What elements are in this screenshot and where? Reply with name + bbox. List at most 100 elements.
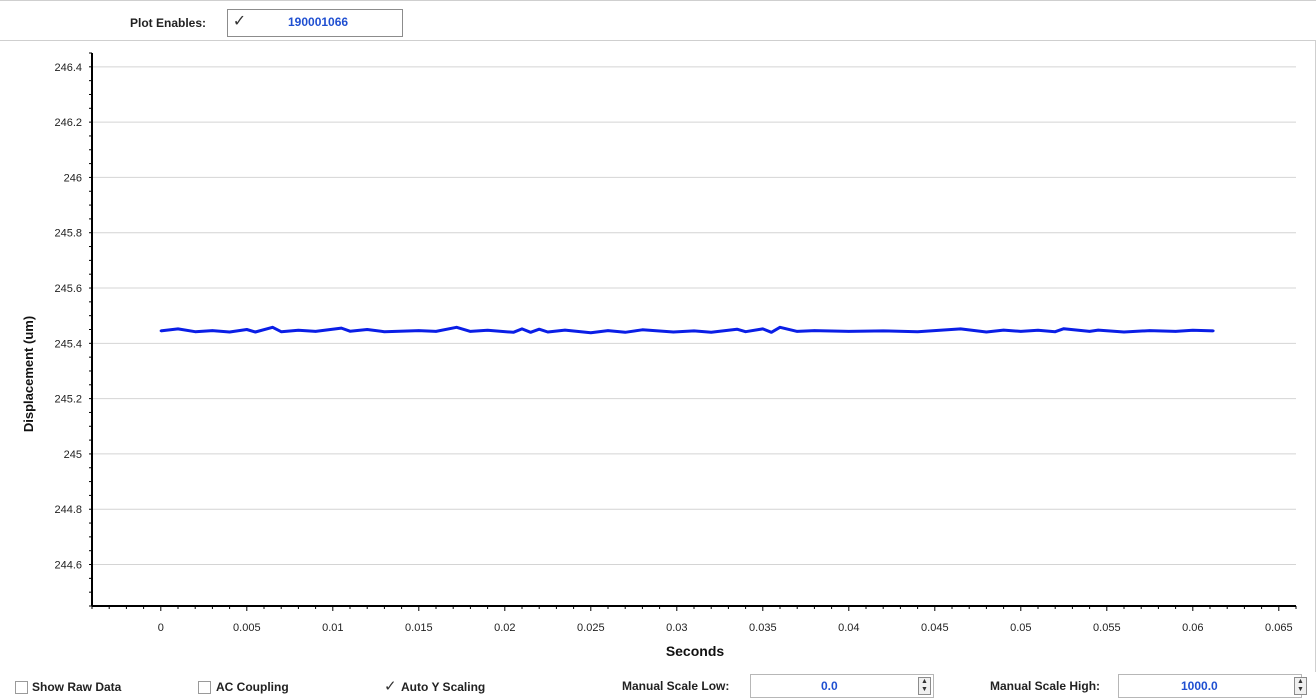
data-point: [159, 329, 162, 333]
data-point: [1088, 330, 1091, 333]
data-point: [606, 329, 610, 332]
grid-lines: [92, 66, 1296, 566]
x-tick-label: 0.05: [1010, 622, 1031, 634]
x-tick-label: 0.06: [1182, 622, 1203, 634]
manual-scale-low-label: Manual Scale Low:: [622, 679, 730, 693]
data-point: [546, 330, 549, 334]
y-tick-label: 244.6: [54, 560, 82, 572]
x-tick-label: 0.055: [1093, 622, 1121, 634]
show-raw-data-label: Show Raw Data: [32, 680, 122, 694]
ac-coupling-checkbox[interactable]: [198, 681, 211, 694]
manual-scale-high-spinner[interactable]: ▲ ▼: [1294, 677, 1307, 695]
y-tick-label: 245: [64, 449, 82, 461]
data-point: [692, 329, 696, 333]
data-point: [520, 327, 524, 331]
y-axis-title: Displacement (um): [21, 316, 36, 432]
data-point: [340, 326, 343, 330]
x-tick-label: 0.005: [233, 622, 261, 634]
manual-scale-high-input[interactable]: 1000.0: [1118, 674, 1302, 698]
data-point: [280, 330, 283, 333]
manual-scale-low-input[interactable]: 0.0: [750, 674, 934, 698]
data-point: [1036, 329, 1040, 332]
x-tick-label: 0.015: [405, 622, 433, 634]
data-point: [194, 330, 197, 333]
data-point: [254, 330, 257, 334]
plot-enable-checkbox[interactable]: ✓: [232, 13, 247, 30]
ac-coupling-label: AC Coupling: [216, 680, 289, 694]
data-point: [1054, 330, 1057, 333]
data-point: [1002, 328, 1005, 332]
x-tick-label: 0.02: [494, 622, 515, 634]
data-point: [434, 330, 438, 333]
tick-marks: [89, 52, 1297, 611]
x-tick-label: 0.045: [921, 622, 949, 634]
chart-panel: 244.6 244.8 245 245.2 245.4 245.6 245.8 246 246.…: [0, 40, 1316, 672]
auto-y-scaling-checkbox[interactable]: ✓: [384, 678, 397, 695]
data-point: [366, 328, 369, 331]
plot-enables-label: Plot Enables:: [130, 16, 207, 30]
data-point: [314, 330, 317, 333]
data-point: [796, 330, 799, 333]
data-point: [211, 329, 214, 332]
data-point: [469, 330, 472, 333]
plot-enables-control[interactable]: ✓ 190001066: [227, 9, 403, 37]
x-axis-title: Seconds: [666, 643, 725, 659]
data-point: [735, 328, 739, 331]
x-tick-label: 0.04: [838, 622, 859, 634]
y-tick-label: 245.4: [54, 338, 82, 350]
data-point: [744, 330, 747, 333]
displacement-chart: 244.6 244.8 245 245.2 245.4 245.6 245.8 246 246.…: [21, 52, 1297, 659]
data-point: [882, 329, 885, 333]
y-tick-label: 244.8: [54, 504, 82, 516]
data-point: [245, 328, 248, 331]
data-point: [297, 329, 300, 332]
sensor-id-value: 190001066: [288, 15, 349, 29]
data-point: [624, 331, 627, 334]
data-point: [563, 328, 567, 332]
data-point: [1191, 329, 1195, 332]
data-point: [959, 327, 962, 331]
data-point: [1174, 330, 1177, 333]
x-tick-label: 0.01: [322, 622, 343, 634]
y-tick-label: 245.6: [54, 283, 82, 295]
data-point: [512, 331, 515, 334]
x-tick-label: 0: [158, 622, 164, 634]
data-point: [228, 330, 231, 334]
x-tick-label: 0.03: [666, 622, 687, 634]
data-point: [538, 328, 541, 331]
y-tick-label: 245.2: [54, 394, 82, 406]
data-point: [348, 329, 352, 333]
data-point: [455, 326, 458, 329]
data-point: [529, 331, 532, 334]
auto-y-scaling-label: Auto Y Scaling: [401, 680, 486, 694]
data-point: [1062, 327, 1066, 330]
tick-labels: 244.6 244.8 245 245.2 245.4 245.6 245.8 246 246.…: [54, 62, 1292, 634]
data-point: [1097, 328, 1100, 332]
manual-scale-low-spinner[interactable]: ▲ ▼: [918, 677, 931, 695]
data-point: [813, 329, 816, 332]
data-point: [770, 331, 773, 334]
data-point: [916, 330, 919, 333]
y-tick-label: 246: [64, 172, 82, 184]
show-raw-data-checkbox[interactable]: [15, 681, 28, 694]
data-point: [1122, 330, 1126, 334]
manual-scale-low-value: 0.0: [821, 679, 838, 693]
toolbar: Plot Enables: ✓ 190001066: [0, 0, 1316, 40]
series-layer: [159, 325, 1215, 335]
data-point: [1148, 329, 1152, 332]
data-point: [383, 330, 386, 333]
data-point: [1212, 329, 1215, 333]
y-tick-label: 245.8: [54, 228, 82, 240]
data-point: [985, 330, 988, 334]
data-point: [641, 328, 644, 331]
data-point: [271, 326, 274, 329]
data-point: [672, 330, 675, 334]
data-point: [1019, 330, 1022, 333]
data-point: [847, 330, 850, 333]
x-tick-label: 0.065: [1265, 622, 1293, 634]
x-tick-label: 0.035: [749, 622, 777, 634]
data-point: [778, 326, 782, 329]
manual-scale-high-label: Manual Scale High:: [990, 679, 1101, 693]
y-tick-label: 246.4: [54, 62, 82, 74]
data-point: [176, 327, 180, 331]
